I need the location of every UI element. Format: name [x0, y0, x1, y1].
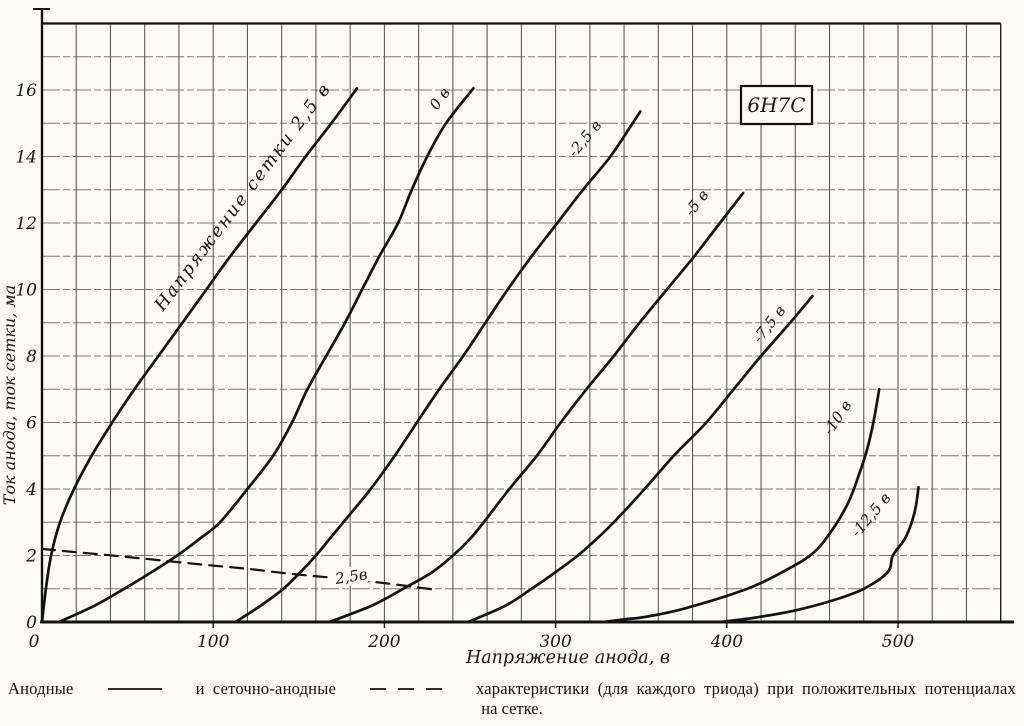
- dashed-line-sample: [370, 688, 443, 690]
- curve-anode-current-grid-2.5v: [234, 110, 642, 624]
- y-tick-label-16: 16: [15, 81, 37, 101]
- curve-grid-current-grid+2.5v: [40, 547, 437, 591]
- y-tick-label-12: 12: [15, 214, 37, 234]
- y-tick-label-6: 6: [26, 414, 37, 434]
- curve-anode-current-grid-12.5v: [718, 485, 920, 624]
- y-tick-label-10: 10: [15, 281, 37, 301]
- x-tick-label-200: 200: [367, 632, 401, 652]
- grid: [41, 22, 1002, 623]
- grid-voltage-family-label: Напряжение сетки 2,5 в: [150, 79, 335, 316]
- tube-characteristics-chart: 0 100 200 300 400 500 0 2 4 6 8 10 12 14 16 Напряжение …: [0, 8, 1014, 668]
- figure-caption: Анодные и сеточно-анодные характеристики…: [8, 679, 1016, 699]
- y-tick-label-8: 8: [26, 347, 37, 367]
- x-tick-label-100: 100: [197, 632, 230, 652]
- x-tick-label-300: 300: [539, 632, 572, 652]
- tube-type-label: 6Н7С: [747, 93, 805, 117]
- figure-caption-line2: на сетке.: [481, 699, 543, 718]
- curve-label-anode-current-grid-7.5v: -7,5 в: [749, 302, 789, 347]
- curve-label-grid-current-grid+2.5v: 2,5в: [333, 565, 369, 588]
- curve-label-anode-current-grid-5v: -5 в: [681, 186, 713, 219]
- y-tick-label-4: 4: [25, 480, 37, 500]
- y-tick-label-0: 0: [26, 613, 37, 633]
- curve-label-anode-current-grid-0v: 0 в: [426, 84, 454, 113]
- y-axis-title: Ток анода, ток сетки, ма: [0, 285, 19, 505]
- curve-anode-current-grid-10v: [602, 387, 881, 624]
- curve-anode-current-grid+2.5v: [40, 86, 359, 624]
- caption-word-setochno: и сеточно-анодные: [195, 679, 337, 698]
- solid-line-sample: [107, 688, 162, 690]
- y-tick-label-14: 14: [15, 148, 37, 168]
- curve-label-anode-current-grid-12.5v: -12,5 в: [847, 489, 894, 541]
- curve-anode-current-grid-7.5v: [466, 294, 814, 624]
- x-tick-label-500: 500: [882, 632, 915, 652]
- y-tick-label-2: 2: [25, 547, 37, 567]
- x-tick-label-0: 0: [29, 632, 40, 652]
- x-tick-label-400: 400: [710, 632, 744, 652]
- x-axis-title: Напряжение анода, в: [465, 648, 670, 668]
- caption-tail-text: характеристики (для каждого триода) при …: [476, 679, 1016, 698]
- tube-type-box: [739, 84, 814, 126]
- curve-anode-current-grid-0v: [57, 86, 475, 624]
- curve-anode-current-grid-5v: [328, 191, 745, 624]
- caption-word-anodnye: Анодные: [8, 679, 74, 698]
- curve-label-anode-current-grid-10v: -10 в: [819, 397, 855, 439]
